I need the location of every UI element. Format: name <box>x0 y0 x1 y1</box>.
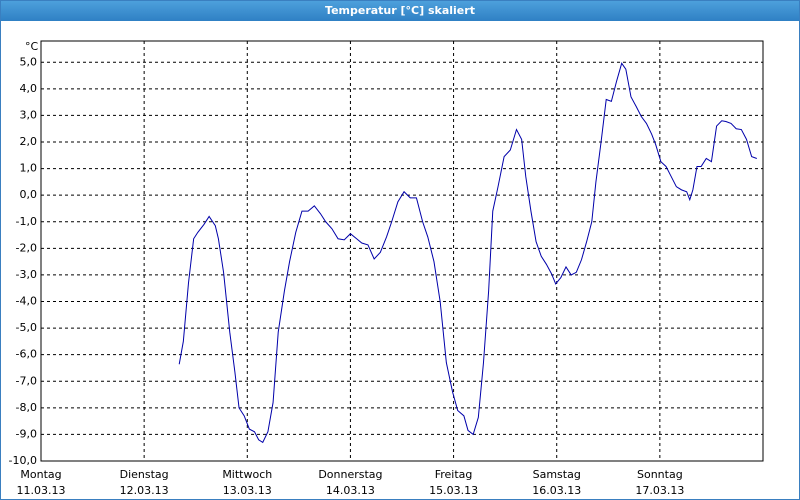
y-tick-label: 3,0 <box>20 108 38 121</box>
x-tick-label: Donnerstag <box>318 468 382 481</box>
y-tick-label: 2,0 <box>20 135 38 148</box>
x-tick-label: Samstag <box>533 468 581 481</box>
x-tick-label: Dienstag <box>120 468 169 481</box>
plot-area <box>40 40 764 462</box>
x-tick-date: 12.03.13 <box>120 484 169 497</box>
y-tick-label: 5,0 <box>20 55 38 68</box>
x-tick-date: 16.03.13 <box>532 484 581 497</box>
x-tick-label: Freitag <box>435 468 473 481</box>
y-unit: °C <box>25 40 39 53</box>
x-tick-label: Mittwoch <box>222 468 272 481</box>
y-tick-label: -3,0 <box>16 268 37 281</box>
x-tick-label: Montag <box>20 468 61 481</box>
x-tick-label: Sonntag <box>637 468 683 481</box>
y-tick-label: -10,0 <box>9 454 37 467</box>
y-tick-label: -1,0 <box>16 215 37 228</box>
y-tick-label: -8,0 <box>16 401 37 414</box>
x-tick-date: 11.03.13 <box>17 484 66 497</box>
y-tick-label: -7,0 <box>16 374 37 387</box>
y-tick-label: 0,0 <box>20 188 38 201</box>
x-tick-date: 15.03.13 <box>429 484 478 497</box>
y-tick-label: -2,0 <box>16 241 37 254</box>
line <box>178 62 757 444</box>
y-tick-label: 4,0 <box>20 82 38 95</box>
x-tick-date: 13.03.13 <box>223 484 272 497</box>
y-tick-label: -5,0 <box>16 321 37 334</box>
y-tick-label: -9,0 <box>16 427 37 440</box>
x-tick-date: 17.03.13 <box>635 484 684 497</box>
y-tick-label: -4,0 <box>16 295 37 308</box>
x-tick-date: 14.03.13 <box>326 484 375 497</box>
y-tick-label: 1,0 <box>20 162 38 175</box>
title-bar: Temperatur [°C] skaliert <box>1 1 799 21</box>
y-tick-label: -6,0 <box>16 348 37 361</box>
